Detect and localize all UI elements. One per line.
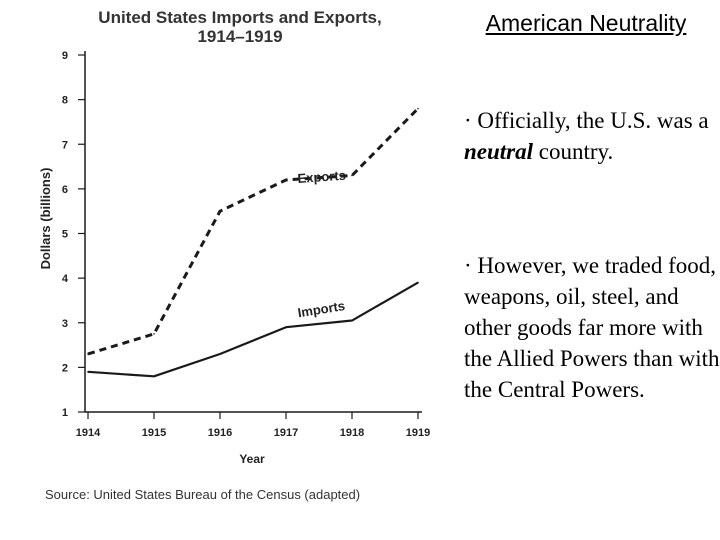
- data-point-imports-1915: [153, 375, 155, 378]
- x-tick-label: 1916: [208, 427, 232, 439]
- y-tick-label: 4: [62, 273, 69, 285]
- bullet-1-prefix: · Officially, the U.S. was a: [464, 108, 709, 133]
- x-tick-label: 1919: [406, 427, 430, 439]
- x-axis-label: Year: [239, 452, 265, 466]
- y-tick-label: 9: [62, 50, 68, 62]
- data-point-exports-1917: [285, 179, 287, 181]
- data-point-exports-1918: [351, 174, 353, 177]
- data-point-imports-1917: [285, 326, 287, 329]
- series-line-imports: [87, 281, 419, 378]
- x-tick-label: 1918: [340, 427, 364, 439]
- data-point-exports-1919: [417, 107, 419, 110]
- line-chart: 1 2 3 4 5 6 7 8 9 1914 1915 1916 1917 1918 1919 Year Dol…: [38, 50, 430, 466]
- data-point-imports-1919: [417, 281, 419, 284]
- legend-label-exports: Exports: [297, 168, 346, 186]
- y-tick-label: 5: [62, 229, 68, 241]
- chart-title-line2: 1914–1919: [197, 27, 283, 46]
- slide-title: American Neutrality: [485, 10, 687, 36]
- chart-title: United States Imports and Exports, 1914–…: [40, 8, 440, 46]
- data-point-imports-1914: [87, 371, 89, 373]
- y-tick-label: 6: [62, 184, 68, 196]
- x-tick-label: 1917: [274, 427, 298, 439]
- y-tick-label: 3: [62, 318, 68, 330]
- y-axis-label: Dollars (billions): [38, 168, 53, 270]
- bullet-1-emphasis: neutral: [464, 139, 534, 164]
- data-point-exports-1915: [153, 333, 155, 335]
- y-tick-label: 7: [62, 139, 68, 151]
- y-tick-label: 8: [62, 95, 68, 107]
- chart-panel: United States Imports and Exports, 1914–…: [38, 8, 440, 502]
- chart-title-line1: United States Imports and Exports,: [98, 8, 382, 27]
- data-point-exports-1914: [87, 353, 89, 355]
- series-line-exports: [87, 107, 420, 356]
- legend-label-imports: Imports: [297, 298, 346, 320]
- data-point-exports-1916: [219, 210, 221, 212]
- y-tick-label: 1: [62, 407, 68, 419]
- data-point-imports-1918: [351, 319, 353, 322]
- data-point-imports-1916: [219, 353, 221, 355]
- slide-text: American Neutrality · Officially, the U.…: [462, 0, 720, 540]
- x-tick-label: 1915: [142, 427, 166, 439]
- y-tick-label: 2: [62, 362, 68, 374]
- bullet-1-suffix: country.: [533, 139, 614, 164]
- bullet-traded-with-allies: · However, we traded food, weapons, oil,…: [464, 253, 720, 402]
- chart-source: Source: United States Bureau of the Cens…: [45, 487, 361, 502]
- bullet-officially-neutral: · Officially, the U.S. was a neutral cou…: [464, 105, 720, 167]
- x-tick-label: 1914: [76, 427, 101, 439]
